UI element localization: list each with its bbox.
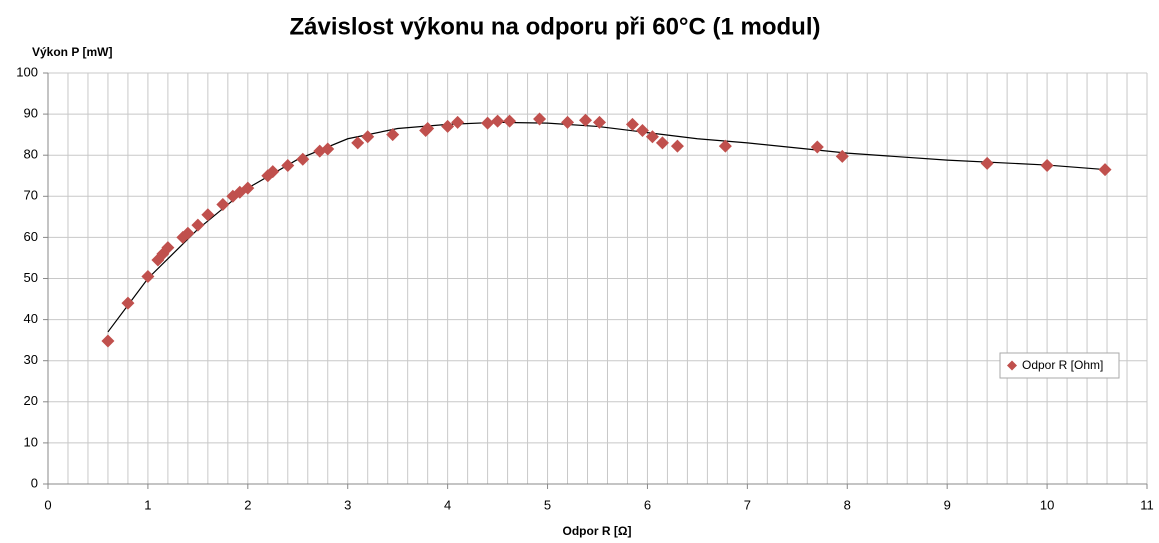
data-point [1098, 163, 1112, 177]
x-tick-label: 11 [1140, 497, 1154, 512]
data-point [980, 156, 994, 170]
y-axis-label: Výkon P [mW] [32, 45, 112, 59]
x-tick-label: 7 [744, 497, 751, 512]
data-point [296, 152, 310, 166]
data-point [281, 158, 295, 172]
data-point [645, 130, 659, 144]
data-point [561, 115, 575, 129]
y-tick-label: 80 [24, 147, 38, 162]
data-point [361, 130, 375, 144]
y-tick-label: 40 [24, 311, 38, 326]
data-point [121, 296, 135, 310]
data-point [351, 136, 365, 150]
data-point [718, 139, 732, 153]
y-tick-label: 100 [16, 64, 38, 79]
y-tick-label: 30 [24, 352, 38, 367]
y-tick-label: 20 [24, 393, 38, 408]
data-point [421, 121, 435, 135]
x-axis-label: Odpor R [Ω] [563, 524, 632, 538]
legend-marker [1007, 360, 1017, 371]
data-point [161, 241, 175, 255]
x-tick-label: 1 [144, 497, 151, 512]
legend-box [999, 352, 1120, 379]
y-tick-label: 0 [31, 475, 38, 490]
data-point [655, 136, 669, 150]
x-tick-label: 4 [444, 497, 451, 512]
data-point [533, 112, 547, 126]
data-point [592, 115, 606, 129]
legend-label: Odpor R [Ohm] [1022, 358, 1103, 372]
data-point [451, 115, 465, 129]
y-tick-label: 70 [24, 188, 38, 203]
data-point [441, 119, 455, 133]
data-point [386, 128, 400, 142]
x-tick-label: 3 [344, 497, 351, 512]
data-point [216, 198, 230, 212]
data-point [625, 117, 639, 131]
data-point [481, 116, 495, 130]
data-point [635, 124, 649, 138]
x-tick-label: 8 [844, 497, 851, 512]
data-point [321, 142, 335, 156]
chart-title: Závislost výkonu na odporu při 60°C (1 m… [290, 13, 821, 40]
data-point [191, 218, 205, 232]
x-tick-label: 2 [244, 497, 251, 512]
data-point [579, 113, 593, 127]
data-point [241, 181, 255, 195]
data-point [181, 226, 195, 240]
data-point [810, 140, 824, 154]
y-tick-label: 60 [24, 229, 38, 244]
data-point [491, 114, 505, 128]
x-tick-label: 5 [544, 497, 551, 512]
y-tick-label: 50 [24, 270, 38, 285]
data-point [141, 269, 155, 283]
x-tick-label: 6 [644, 497, 651, 512]
data-point [266, 165, 280, 179]
data-point [670, 139, 684, 153]
data-point [503, 114, 517, 128]
data-point [835, 149, 849, 163]
x-tick-label: 0 [44, 497, 51, 512]
x-tick-label: 10 [1040, 497, 1054, 512]
x-tick-label: 9 [944, 497, 951, 512]
data-point [201, 208, 215, 222]
y-tick-label: 10 [24, 434, 38, 449]
data-point [1040, 158, 1054, 172]
data-point [101, 334, 115, 348]
y-tick-label: 90 [24, 106, 38, 121]
trendline [107, 121, 1106, 333]
